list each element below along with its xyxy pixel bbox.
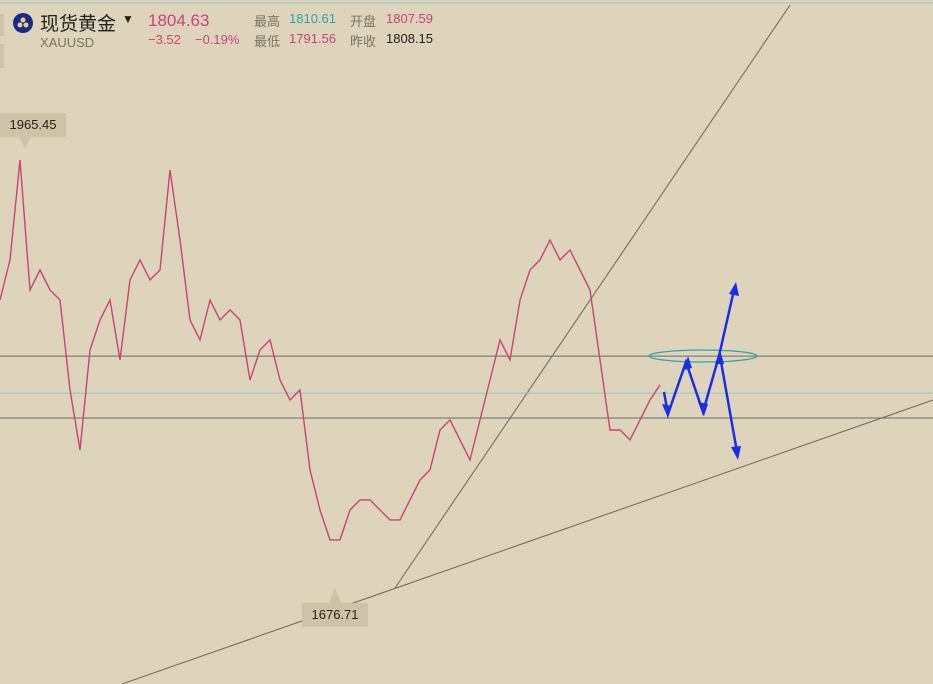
stat-label: 最高 <box>254 14 281 29</box>
stat-value: 1808.15 <box>386 31 433 46</box>
annotation-pointer <box>19 137 31 149</box>
price-line-series <box>0 159 661 541</box>
annotation-pointer <box>329 587 341 603</box>
change: −3.52 <box>148 32 181 47</box>
logo <box>13 13 33 33</box>
annotation-box <box>302 602 368 627</box>
arrow-heads <box>662 282 741 460</box>
symbol: XAUUSD <box>40 35 95 50</box>
forecast-arrows <box>662 289 739 453</box>
dropdown-icon[interactable]: ▼ <box>122 12 134 26</box>
instrument-name[interactable]: 现货黄金 <box>40 14 117 35</box>
side-tab <box>0 44 4 68</box>
stat-label: 最低 <box>254 34 281 49</box>
trend-line <box>394 4 791 589</box>
side-tab <box>0 14 4 36</box>
stat-value: 1791.56 <box>289 31 336 46</box>
annotation-label: 1676.71 <box>312 607 359 622</box>
change-pct: −0.19% <box>195 32 240 47</box>
stat-label: 昨收 <box>350 34 377 49</box>
stat-value: 1807.59 <box>386 11 433 26</box>
stat-value: 1810.61 <box>289 11 336 26</box>
trend-line <box>121 399 933 684</box>
highlight-ellipse <box>648 349 758 363</box>
annotation-box <box>0 113 66 138</box>
price: 1804.63 <box>148 11 210 30</box>
annotation-label: 1965.45 <box>10 117 57 132</box>
stat-label: 开盘 <box>350 14 377 29</box>
